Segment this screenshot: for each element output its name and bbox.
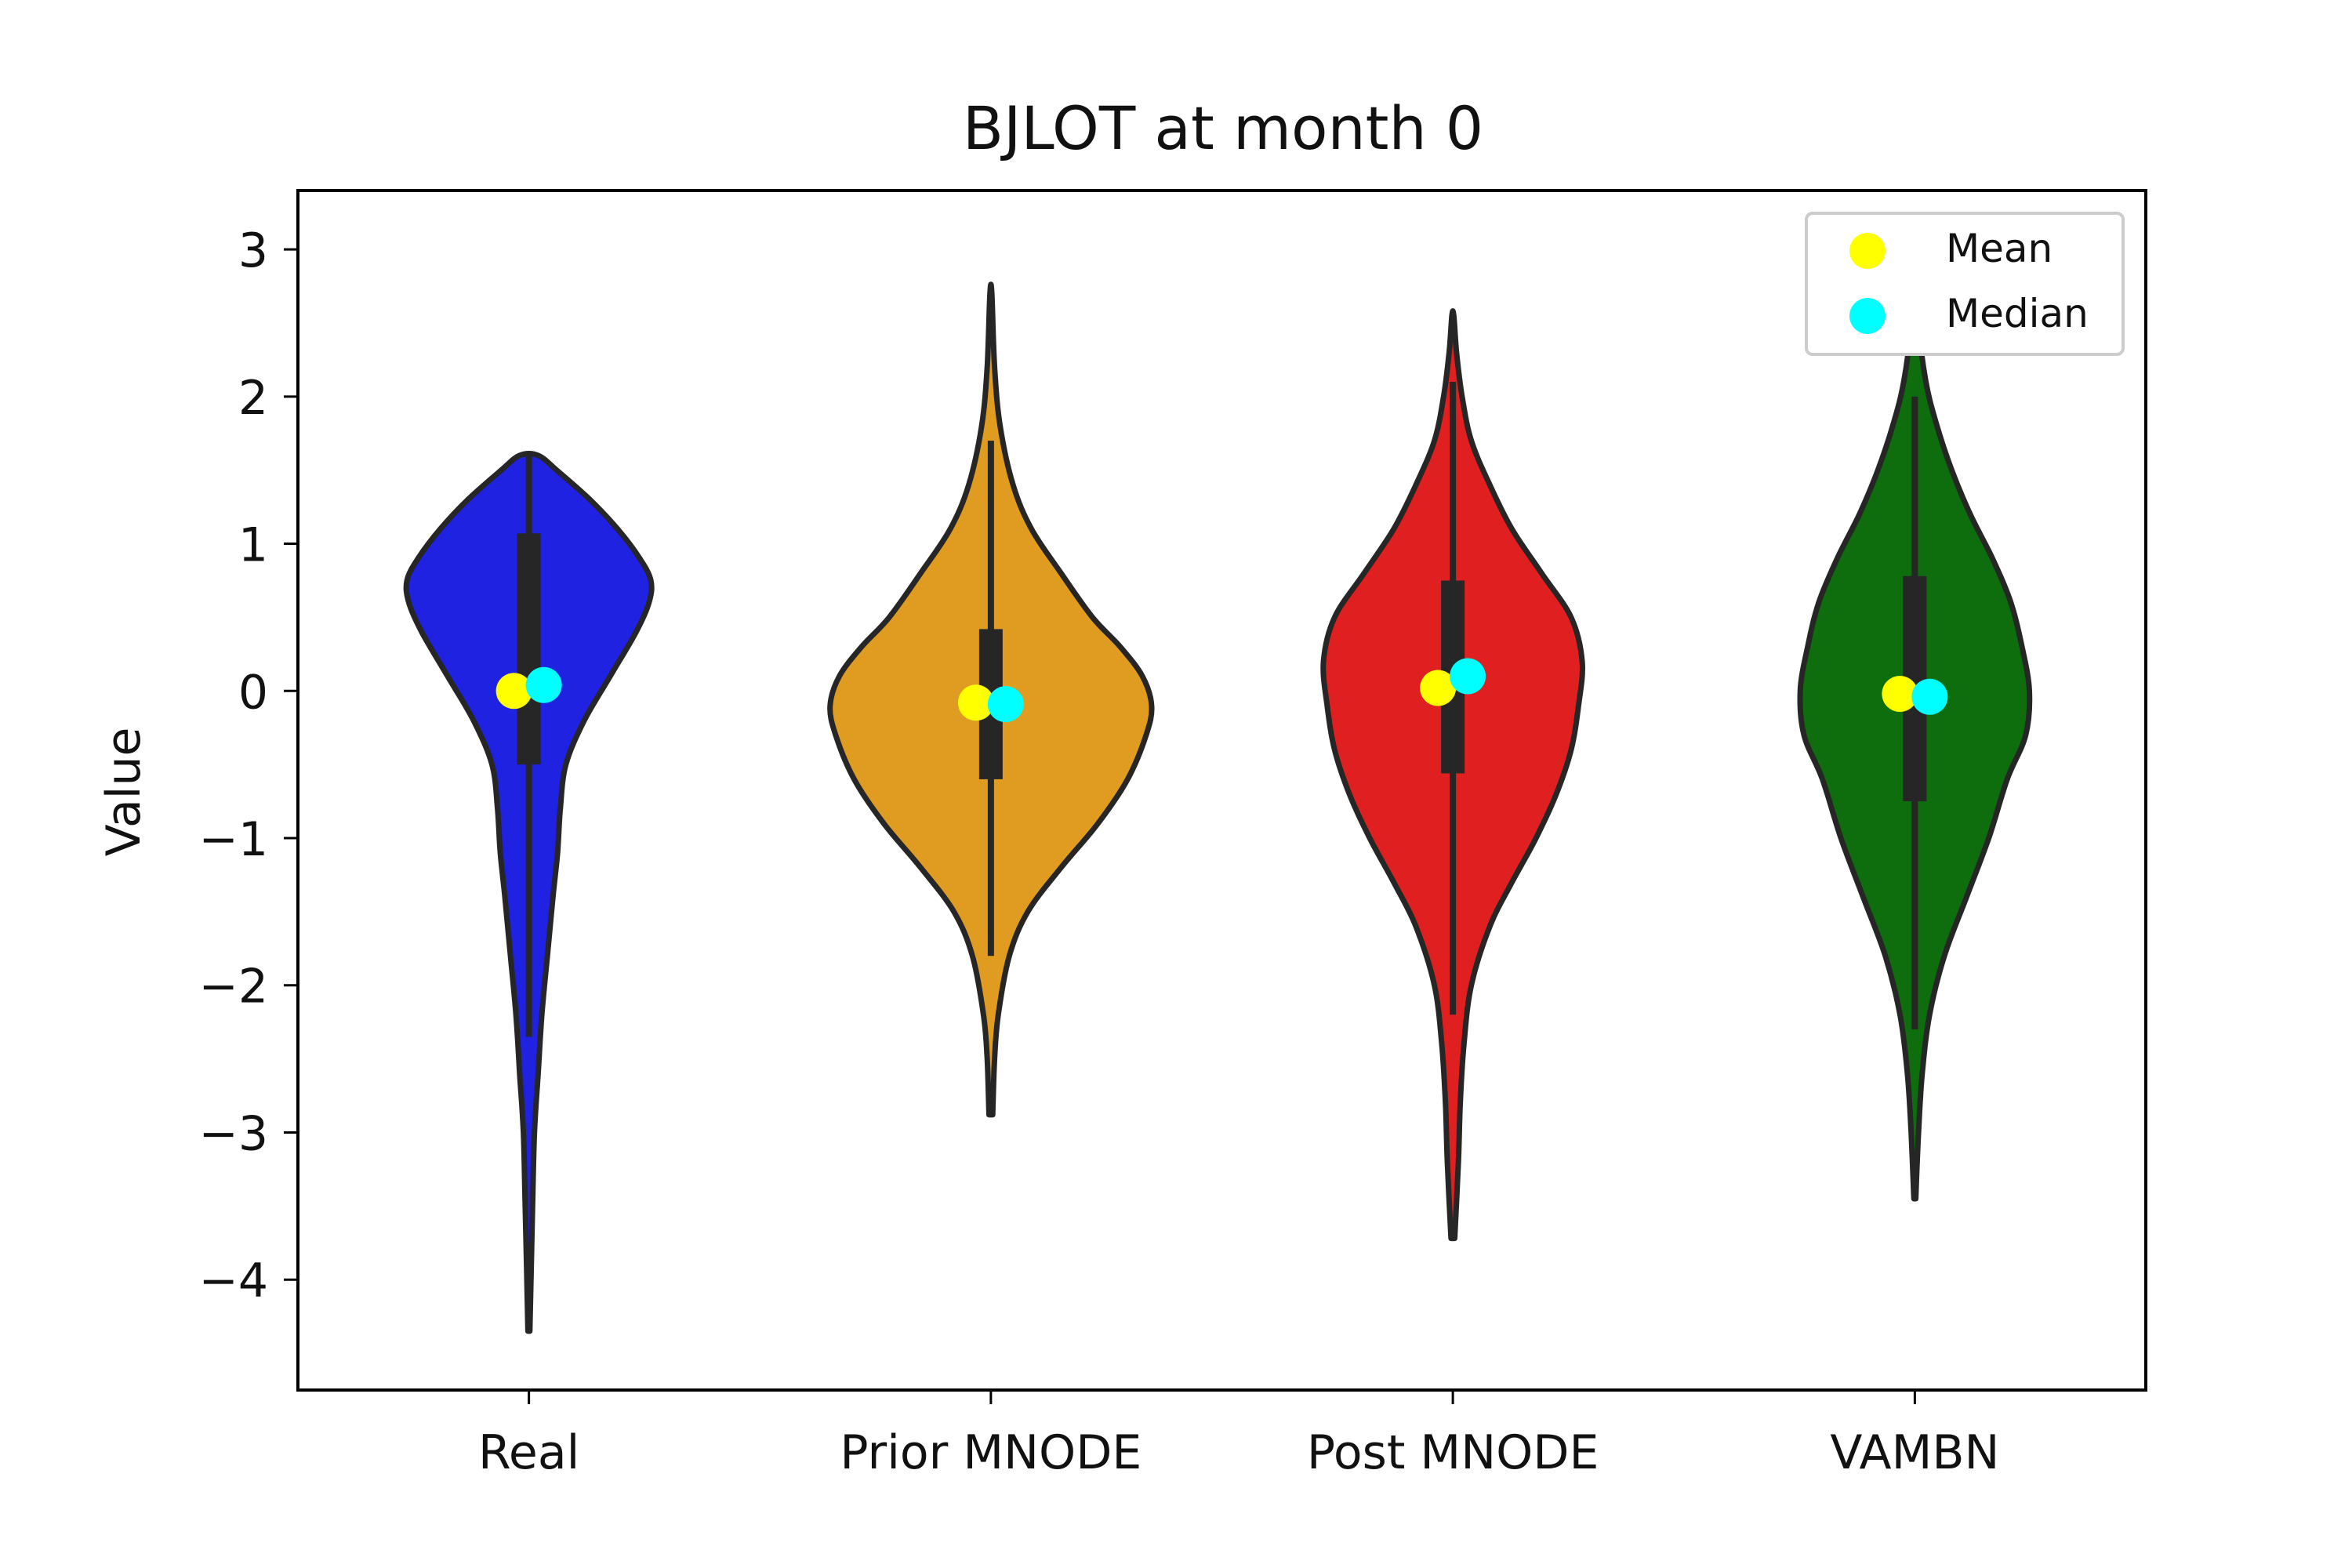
y-tick-label: 1 (238, 518, 268, 573)
x-axis: Real Prior MNODE Post MNODE VAMBN (478, 1390, 1999, 1480)
violin-group-prior-mnode (827, 281, 1155, 1118)
mean-marker (495, 673, 532, 710)
median-marker (987, 686, 1024, 723)
x-tick-label: VAMBN (1830, 1425, 1999, 1480)
median-marker (1911, 678, 1948, 715)
plot-frame (296, 189, 2147, 1392)
y-tick-label: −4 (199, 1254, 268, 1308)
legend: Mean Median (1805, 212, 2125, 356)
violin-group-vambn (1797, 232, 2033, 1202)
y-tick-label: 0 (238, 665, 268, 720)
legend-mean-marker (1849, 233, 1886, 269)
violins-layer (403, 232, 2033, 1334)
mean-marker (957, 684, 994, 721)
y-tick-label: 3 (238, 223, 268, 278)
mean-marker (1420, 670, 1457, 706)
x-tick-label: Real (478, 1425, 579, 1480)
y-tick-label: 2 (238, 371, 268, 426)
violin-group-post-mnode (1320, 308, 1585, 1242)
violin-group-real (403, 451, 655, 1334)
legend-mean-label: Mean (1946, 226, 2053, 271)
legend-median-label: Median (1946, 291, 2089, 336)
x-tick-label: Prior MNODE (840, 1425, 1142, 1480)
chart-title: BJLOT at month 0 (963, 93, 1483, 163)
violin-iqr-box (517, 533, 541, 765)
legend-box (1805, 212, 2125, 356)
legend-median-marker (1849, 298, 1886, 334)
y-tick-label: −2 (199, 960, 268, 1014)
y-axis: 3 2 1 0 −1 −2 −3 −4 (199, 223, 298, 1308)
median-marker (1450, 658, 1486, 695)
x-tick-label: Post MNODE (1307, 1425, 1599, 1480)
y-tick-label: −3 (199, 1106, 268, 1161)
mean-marker (1882, 676, 1918, 713)
y-tick-label: −1 (199, 812, 268, 867)
median-marker (525, 666, 562, 703)
y-axis-label: Value (96, 728, 151, 857)
